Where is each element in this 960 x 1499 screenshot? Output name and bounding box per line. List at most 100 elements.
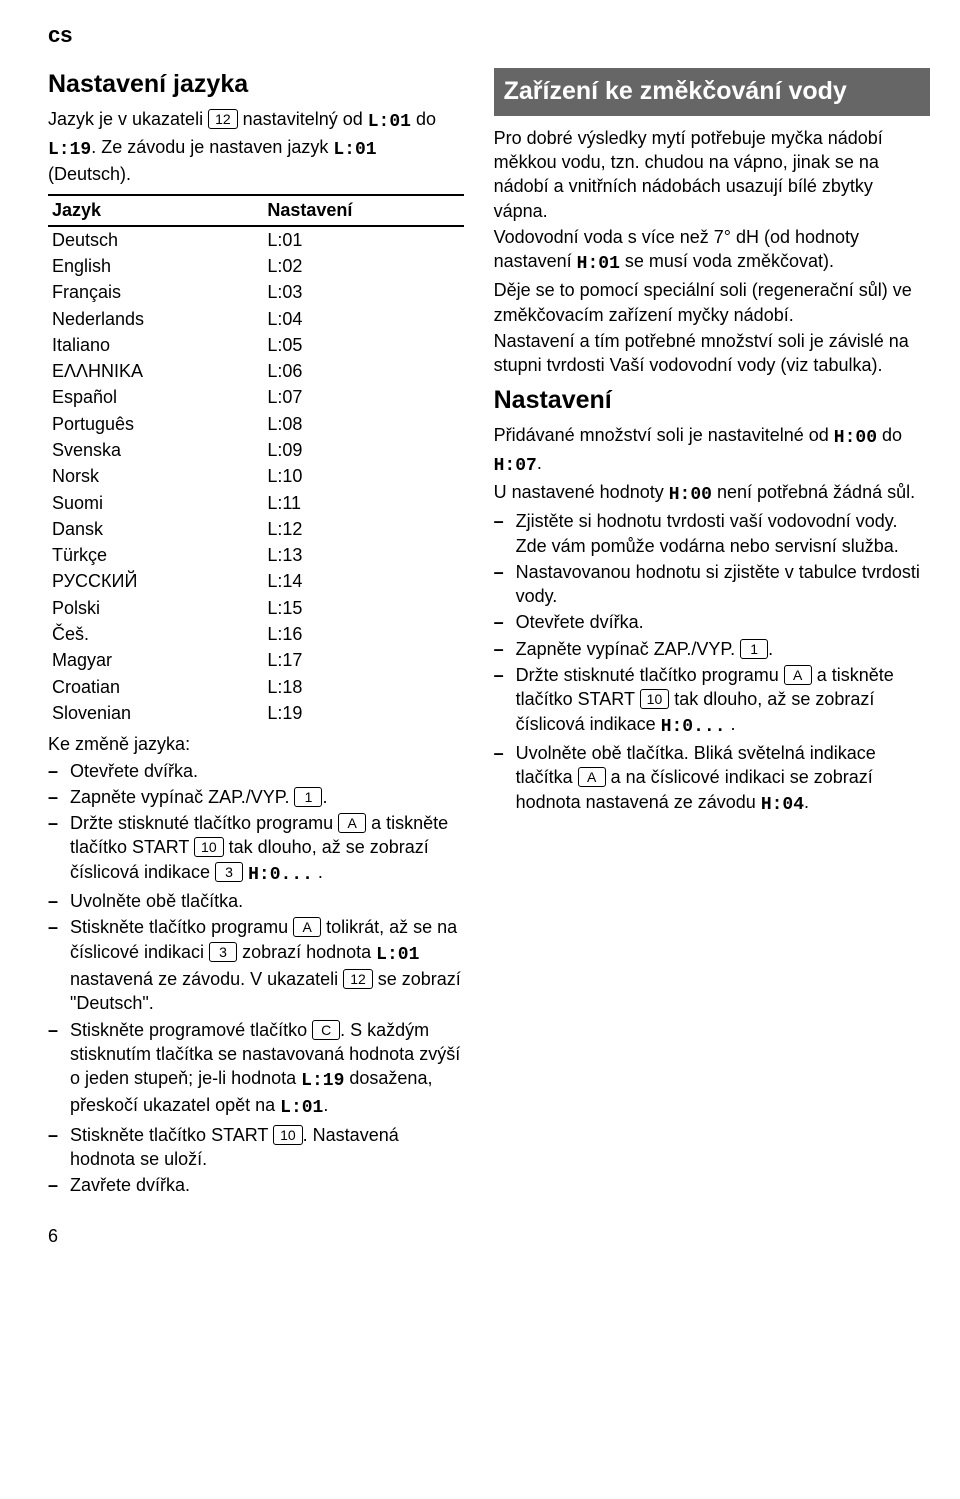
paragraph: Pro dobré výsledky mytí potřebuje myčka …: [494, 126, 930, 223]
table-cell-language: Dansk: [48, 516, 263, 542]
button-ref-icon: 3: [215, 862, 243, 882]
table-cell-language: Norsk: [48, 463, 263, 489]
table-header-setting: Nastavení: [263, 195, 463, 225]
table-cell-language: Suomi: [48, 490, 263, 516]
right-paragraphs: Pro dobré výsledky mytí potřebuje myčka …: [494, 126, 930, 378]
table-row: Češ.L:16: [48, 621, 464, 647]
table-cell-language: Türkçe: [48, 542, 263, 568]
button-ref-icon: A: [293, 917, 321, 937]
table-cell-language: РУССКИЙ: [48, 568, 263, 594]
table-cell-setting: L:19: [263, 700, 463, 726]
table-cell-setting: L:17: [263, 647, 463, 673]
table-cell-setting: L:03: [263, 279, 463, 305]
table-cell-setting: L:18: [263, 674, 463, 700]
table-row: DeutschL:01: [48, 226, 464, 253]
intro-paragraph: Jazyk je v ukazateli 12 nastavitelný od …: [48, 107, 464, 186]
table-cell-language: Polski: [48, 595, 263, 621]
list-item: Držte stisknuté tlačítko programu A a ti…: [48, 811, 464, 887]
list-item: Otevřete dvířka.: [48, 759, 464, 783]
button-ref-icon: 3: [209, 942, 237, 962]
table-cell-language: Español: [48, 384, 263, 410]
table-cell-language: Croatian: [48, 674, 263, 700]
list-item: Uvolněte obě tlačítka. Bliká světelná in…: [494, 741, 930, 817]
table-row: EnglishL:02: [48, 253, 464, 279]
button-ref-icon: 12: [208, 109, 238, 129]
list-item: Stiskněte programové tlačítko C. S každý…: [48, 1018, 464, 1121]
button-ref-icon: 12: [343, 969, 373, 989]
table-cell-language: Češ.: [48, 621, 263, 647]
list-item: Otevřete dvířka.: [494, 610, 930, 634]
table-row: PortuguêsL:08: [48, 411, 464, 437]
table-cell-setting: L:07: [263, 384, 463, 410]
language-table: Jazyk Nastavení DeutschL:01EnglishL:02Fr…: [48, 194, 464, 726]
table-row: РУССКИЙL:14: [48, 568, 464, 594]
segment-display-value: H:0...: [661, 715, 726, 739]
table-cell-setting: L:02: [263, 253, 463, 279]
paragraph: Nastavení a tím potřebné množství soli j…: [494, 329, 930, 378]
table-cell-setting: L:01: [263, 226, 463, 253]
button-ref-icon: A: [578, 767, 606, 787]
table-row: FrançaisL:03: [48, 279, 464, 305]
left-column: Nastavení jazyka Jazyk je v ukazateli 12…: [48, 68, 464, 1200]
table-row: SuomiL:11: [48, 490, 464, 516]
list-item: Zjistěte si hodnotu tvrdosti vaší vodovo…: [494, 509, 930, 558]
paragraph: Děje se to pomocí speciální soli (regene…: [494, 278, 930, 327]
right-steps-list: Zjistěte si hodnotu tvrdosti vaší vodovo…: [494, 509, 930, 817]
table-cell-setting: L:16: [263, 621, 463, 647]
table-cell-language: Slovenian: [48, 700, 263, 726]
table-cell-language: Magyar: [48, 647, 263, 673]
table-cell-setting: L:04: [263, 306, 463, 332]
list-item: Zapněte vypínač ZAP./VYP. 1.: [494, 637, 930, 661]
list-item: Držte stisknuté tlačítko programu A a ti…: [494, 663, 930, 739]
segment-display-value: H:00: [834, 426, 877, 450]
language-code: cs: [48, 20, 930, 50]
table-cell-setting: L:11: [263, 490, 463, 516]
list-item: Stiskněte tlačítko programu A tolikrát, …: [48, 915, 464, 1015]
table-row: CroatianL:18: [48, 674, 464, 700]
heading-language-settings: Nastavení jazyka: [48, 68, 464, 102]
heading-settings: Nastavení: [494, 384, 930, 418]
button-ref-icon: A: [338, 813, 366, 833]
table-cell-language: Italiano: [48, 332, 263, 358]
table-cell-language: Nederlands: [48, 306, 263, 332]
paragraph: Přidávané množství soli je nastavitelné …: [494, 423, 930, 478]
table-row: SvenskaL:09: [48, 437, 464, 463]
segment-display-value: H:07: [494, 454, 537, 478]
table-row: MagyarL:17: [48, 647, 464, 673]
segment-display-value: H:04: [761, 793, 804, 817]
segment-display-value: L:01: [376, 943, 419, 967]
table-row: SlovenianL:19: [48, 700, 464, 726]
segment-display-value: L:19: [48, 138, 91, 162]
table-cell-setting: L:05: [263, 332, 463, 358]
segment-display-value: L:19: [301, 1069, 344, 1093]
list-item: Nastavovanou hodnotu si zjistěte v tabul…: [494, 560, 930, 609]
table-row: EΛΛHNIKAL:06: [48, 358, 464, 384]
table-row: ItalianoL:05: [48, 332, 464, 358]
table-cell-setting: L:12: [263, 516, 463, 542]
list-item: Stiskněte tlačítko START 10. Nastavená h…: [48, 1123, 464, 1172]
table-cell-language: EΛΛHNIKA: [48, 358, 263, 384]
table-cell-setting: L:13: [263, 542, 463, 568]
table-header-language: Jazyk: [48, 195, 263, 225]
table-row: NederlandsL:04: [48, 306, 464, 332]
table-cell-language: Français: [48, 279, 263, 305]
right-paragraphs-2: Přidávané množství soli je nastavitelné …: [494, 423, 930, 507]
right-column: Zařízení ke změkčování vody Pro dobré vý…: [494, 68, 930, 1200]
button-ref-icon: A: [784, 665, 812, 685]
subheading-change-language: Ke změně jazyka:: [48, 732, 464, 756]
paragraph: Vodovodní voda s více než 7° dH (od hodn…: [494, 225, 930, 277]
segment-display-value: H:0...: [248, 863, 313, 887]
table-cell-setting: L:06: [263, 358, 463, 384]
table-cell-setting: L:15: [263, 595, 463, 621]
table-row: PolskiL:15: [48, 595, 464, 621]
page-number: 6: [48, 1224, 930, 1248]
button-ref-icon: 1: [740, 639, 768, 659]
table-cell-setting: L:14: [263, 568, 463, 594]
section-title-softener: Zařízení ke změkčování vody: [494, 68, 930, 116]
table-cell-setting: L:09: [263, 437, 463, 463]
table-cell-setting: L:10: [263, 463, 463, 489]
segment-display-value: L:01: [333, 138, 376, 162]
list-item: Zapněte vypínač ZAP./VYP. 1.: [48, 785, 464, 809]
button-ref-icon: 10: [640, 689, 670, 709]
left-steps-list: Otevřete dvířka.Zapněte vypínač ZAP./VYP…: [48, 759, 464, 1198]
